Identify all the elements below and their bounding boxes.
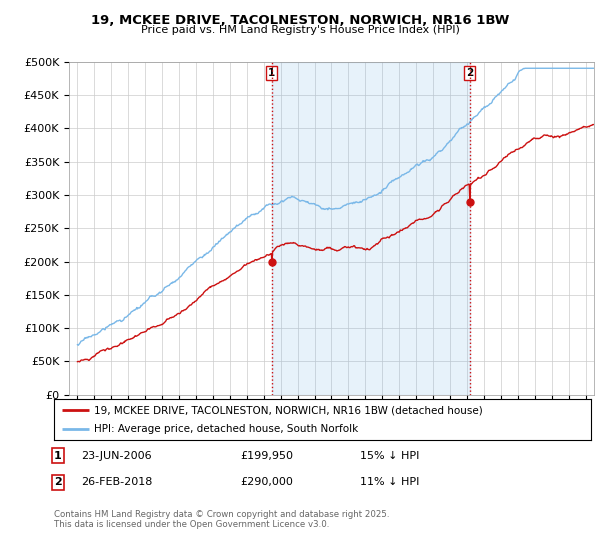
Text: 19, MCKEE DRIVE, TACOLNESTON, NORWICH, NR16 1BW: 19, MCKEE DRIVE, TACOLNESTON, NORWICH, N…: [91, 14, 509, 27]
Text: 26-FEB-2018: 26-FEB-2018: [81, 477, 152, 487]
Text: Price paid vs. HM Land Registry's House Price Index (HPI): Price paid vs. HM Land Registry's House …: [140, 25, 460, 35]
Text: Contains HM Land Registry data © Crown copyright and database right 2025.
This d: Contains HM Land Registry data © Crown c…: [54, 510, 389, 529]
Text: 2: 2: [54, 477, 62, 487]
Text: 23-JUN-2006: 23-JUN-2006: [81, 451, 152, 461]
Text: 2: 2: [466, 68, 473, 78]
Text: 1: 1: [54, 451, 62, 461]
Text: 11% ↓ HPI: 11% ↓ HPI: [360, 477, 419, 487]
Bar: [272, 62, 470, 395]
Text: 19, MCKEE DRIVE, TACOLNESTON, NORWICH, NR16 1BW (detached house): 19, MCKEE DRIVE, TACOLNESTON, NORWICH, N…: [94, 405, 483, 415]
Text: 15% ↓ HPI: 15% ↓ HPI: [360, 451, 419, 461]
Text: 1: 1: [268, 68, 275, 78]
Text: £199,950: £199,950: [240, 451, 293, 461]
Text: HPI: Average price, detached house, South Norfolk: HPI: Average price, detached house, Sout…: [94, 424, 359, 433]
Text: £290,000: £290,000: [240, 477, 293, 487]
